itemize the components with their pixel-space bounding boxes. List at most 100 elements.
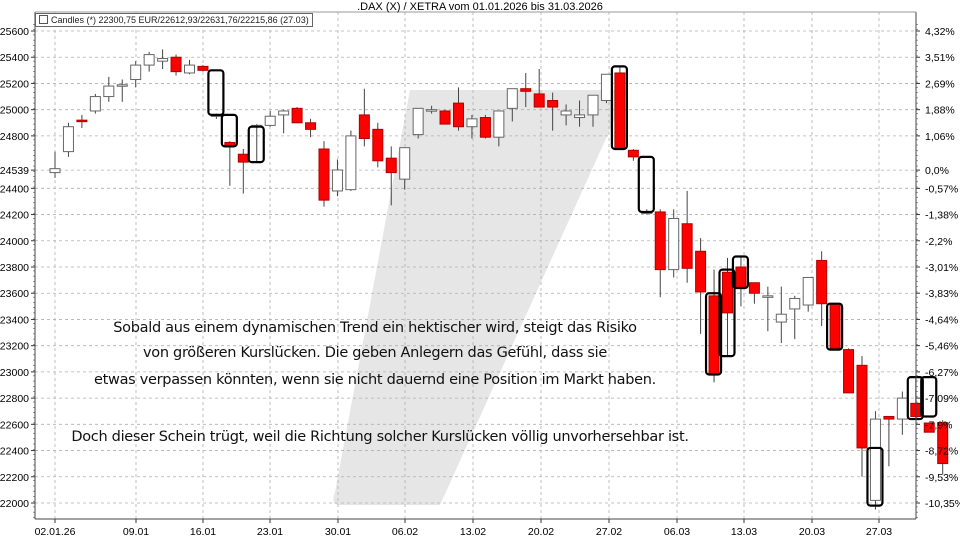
candle-down [385, 157, 397, 174]
candle-up [775, 313, 787, 323]
candle-down [654, 211, 666, 271]
candle-down [614, 72, 626, 150]
candle-up [49, 168, 61, 174]
y-tick-label-right: -7,9% [925, 419, 952, 431]
y-tick-label-right: 1,88% [925, 105, 955, 117]
y-tick-label-right: 1,06% [925, 131, 955, 143]
y-tick-label-left: 22000 [0, 498, 29, 510]
x-tick-label: 23.01 [257, 526, 283, 538]
y-tick-label-right: -8,72% [925, 446, 958, 458]
candle-down [318, 148, 330, 201]
y-tick-label-right: -0,57% [925, 183, 958, 195]
candle-down [735, 266, 747, 289]
legend[interactable]: Candles (*) 22300,75 EUR/22612,93/22631,… [35, 13, 313, 27]
candle-up [264, 115, 276, 126]
y-tick-label-right: -9,53% [925, 472, 958, 484]
gap-highlight-box [610, 65, 629, 151]
x-tick-label: 13.03 [731, 526, 757, 538]
candle-down [856, 364, 868, 449]
candle-down [883, 415, 895, 420]
candle-down [695, 250, 707, 293]
gap-highlight-box [718, 268, 736, 358]
y-tick-label-left: 22800 [0, 393, 29, 405]
y-tick-label-left: 25600 [0, 26, 29, 38]
watermark-shape [333, 90, 628, 505]
y-tick-label-left: 24400 [0, 183, 29, 195]
y-tick-label-left: 22400 [0, 446, 29, 458]
gap-highlight-box [247, 125, 265, 164]
gap-highlight-box [920, 376, 938, 418]
gap-highlight-box [731, 255, 750, 290]
y-tick-label-left: 22600 [0, 419, 29, 431]
y-tick-label-left: 25400 [0, 52, 29, 64]
y-tick-label-right: 2,69% [925, 78, 955, 90]
x-tick-label: 20.03 [799, 526, 825, 538]
candle-up [587, 94, 599, 116]
chart-title: .DAX (X) / XETRA vom 01.01.2026 bis 31.0… [357, 1, 603, 13]
legend-checkbox-icon[interactable] [39, 15, 48, 24]
candle-up [278, 110, 290, 116]
candle-up [143, 54, 155, 66]
y-tick-label-left: 23800 [0, 262, 29, 274]
y-tick-label-right: -3,01% [925, 262, 958, 274]
y-tick-label-right: -4,64% [925, 314, 958, 326]
candle-up [157, 58, 169, 62]
candle-up [762, 295, 774, 298]
gap-highlight-box [906, 376, 924, 421]
x-tick-label: 30.01 [325, 526, 351, 538]
candle-down [533, 93, 545, 108]
gap-highlights [207, 65, 938, 507]
candle-up [789, 297, 801, 310]
candle-up [506, 88, 518, 109]
candle-down [843, 349, 855, 394]
candle-up [869, 418, 881, 501]
candle-up [493, 110, 505, 138]
candle-up [89, 96, 101, 112]
x-tick-label: 13.02 [460, 526, 486, 538]
candle-up [600, 73, 612, 101]
candle-up [116, 84, 128, 87]
candle-up [560, 110, 572, 116]
annotation-line-3: etwas verpassen könnten, wenn sie nicht … [94, 372, 656, 388]
y-tick-label-right: -2,2% [925, 236, 952, 248]
watermark-logo [333, 90, 628, 505]
y-tick-label-left: 23200 [0, 341, 29, 353]
candle-down [479, 117, 491, 138]
gap-highlight-box [704, 292, 723, 376]
y-tick-label-left: 24000 [0, 236, 29, 248]
y-tick-label-left: 22200 [0, 472, 29, 484]
candle-up [399, 147, 411, 180]
candle-down [708, 295, 720, 376]
candle-down [547, 99, 559, 108]
y-tick-label-right: -10,35% [925, 498, 960, 510]
candle-down [291, 107, 303, 124]
candle-down [923, 422, 935, 433]
y-tick-label-right: -1,38% [925, 210, 958, 222]
x-tick-label: 20.02 [528, 526, 554, 538]
y-tick-label-right: 3,51% [925, 52, 955, 64]
candle-down [816, 259, 828, 305]
candle-up [103, 85, 115, 98]
gap-highlight-box [207, 69, 225, 117]
candle-up [345, 135, 357, 191]
candle-up [426, 109, 438, 112]
x-tick-label: 06.02 [392, 526, 418, 538]
y-tick-label-left: 23600 [0, 288, 29, 300]
x-tick-label: 16.01 [190, 526, 216, 538]
x-tick-label: 06.03 [664, 526, 690, 538]
gap-highlight-box [866, 446, 884, 507]
y-tick-label-right: -6,27% [925, 367, 958, 379]
y-tick-label-left: 24200 [0, 210, 29, 222]
x-tick-label: 27.03 [866, 526, 892, 538]
annotation-line-4: Doch dieser Schein trügt, weil die Richt… [71, 429, 689, 445]
candle-up [466, 118, 478, 128]
candle-down [453, 102, 464, 128]
candle-down [237, 153, 249, 163]
y-tick-label-left: 24539 [0, 165, 29, 177]
candle-down [748, 282, 760, 294]
y-tick-label-left: 25200 [0, 78, 29, 90]
y-tick-label-right: -7,09% [925, 393, 958, 405]
y-tick-label-right: 4,32% [925, 26, 955, 38]
chart-grid [35, 12, 916, 519]
candle-up [668, 217, 680, 271]
